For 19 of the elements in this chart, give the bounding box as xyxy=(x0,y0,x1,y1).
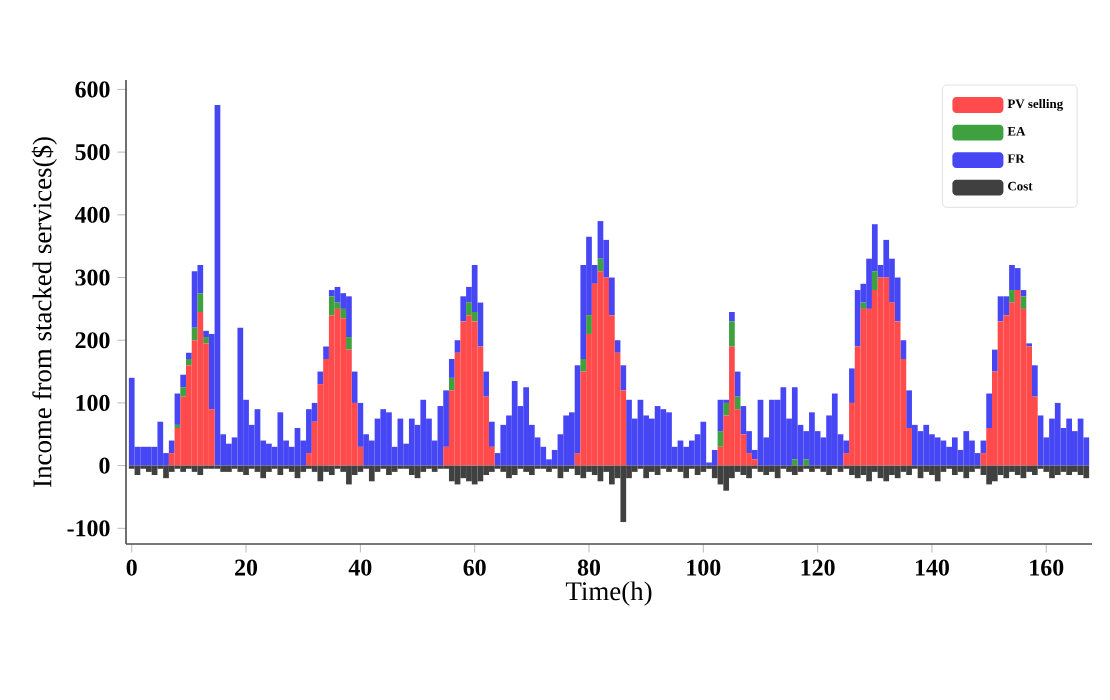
x-tick-label: 60 xyxy=(463,559,486,576)
y-tick-label: 300 xyxy=(75,269,110,286)
y-tick-label: 0 xyxy=(99,457,110,474)
x-tick-label: 100 xyxy=(687,559,721,576)
y-axis-title: Income from stacked services($) xyxy=(31,137,57,487)
x-axis-title: Time(h) xyxy=(565,581,652,606)
x-tick-label: 40 xyxy=(348,559,372,576)
x-tick-label: 160 xyxy=(1030,559,1064,576)
y-tick-label: 400 xyxy=(74,206,110,223)
x-tick-label: 20 xyxy=(235,559,258,576)
y-tick-label: 100 xyxy=(76,394,110,411)
y-tick-label: -100 xyxy=(67,520,110,537)
y-tick-label: 200 xyxy=(75,332,110,349)
y-tick-label: 500 xyxy=(75,144,110,161)
x-tick-label: 140 xyxy=(915,559,949,576)
y-tick-label: 600 xyxy=(75,81,110,98)
x-tick-label: 80 xyxy=(577,559,601,576)
x-tick-label: 120 xyxy=(801,559,835,576)
x-tick-label: 0 xyxy=(126,559,137,576)
